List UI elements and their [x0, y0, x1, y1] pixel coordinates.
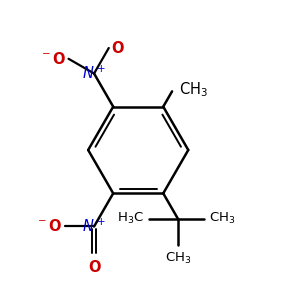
Text: $^-$O: $^-$O	[35, 218, 62, 235]
Text: $^-$O: $^-$O	[39, 51, 66, 67]
Text: CH$_3$: CH$_3$	[209, 211, 236, 226]
Text: $N^+$: $N^+$	[82, 65, 106, 82]
Text: O: O	[88, 260, 100, 275]
Text: O: O	[112, 40, 124, 56]
Text: H$_3$C: H$_3$C	[117, 211, 144, 226]
Text: $N^+$: $N^+$	[82, 218, 106, 235]
Text: CH$_3$: CH$_3$	[179, 80, 208, 99]
Text: CH$_3$: CH$_3$	[165, 251, 191, 266]
